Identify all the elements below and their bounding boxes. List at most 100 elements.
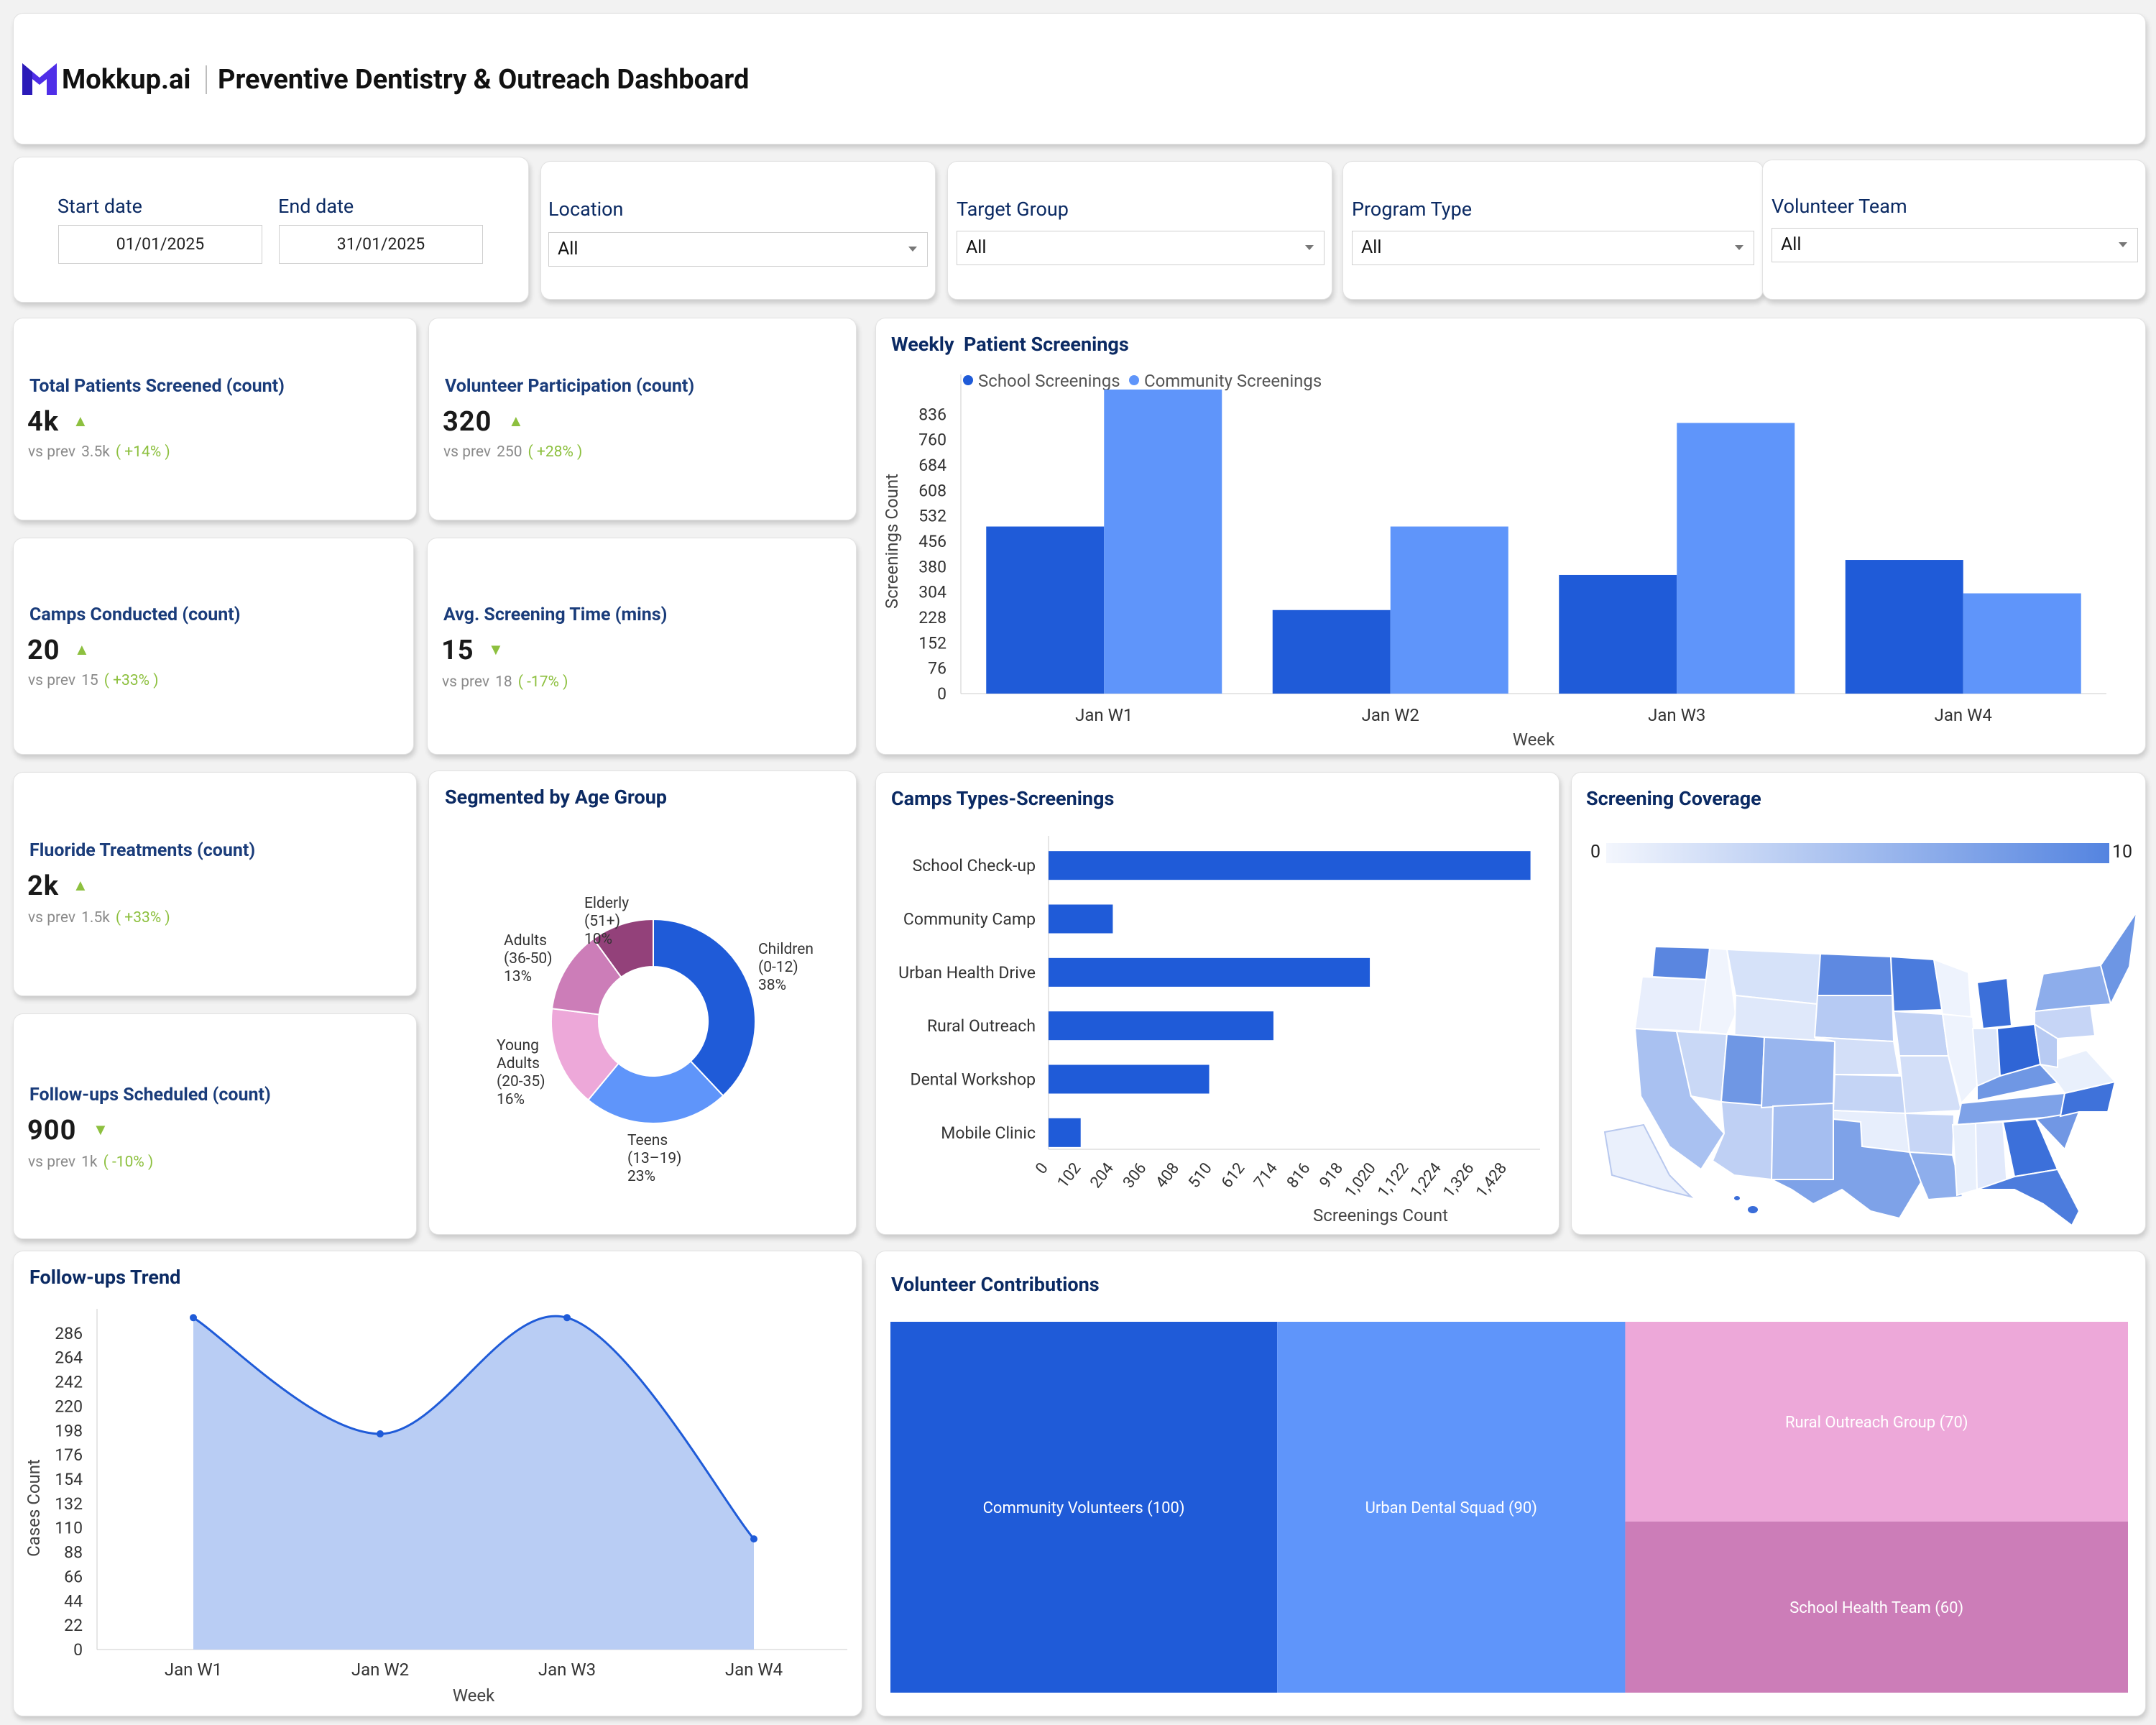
category-label: Mobile Clinic (941, 1123, 1036, 1143)
kpi-comparison: vs prev 1.5k( +33% ) (28, 909, 170, 926)
slice-label: (36-50) (504, 950, 553, 967)
y-tick-label: 176 (55, 1445, 83, 1465)
map-region-hawaii (1746, 1205, 1759, 1215)
kpi-label: Avg. Screening Time (mins) (443, 604, 668, 625)
target-group-select-value: All (966, 237, 987, 258)
map-region-illinois (1941, 1013, 1978, 1105)
map-region-north-dakota (1816, 952, 1894, 996)
x-tick-label: 510 (1185, 1159, 1216, 1192)
trend-down-icon: ▼ (93, 1121, 109, 1139)
start-date-input[interactable]: 01/01/2025 (58, 225, 262, 264)
kpi-label: Follow-ups Scheduled (count) (29, 1085, 271, 1105)
trend-up-icon: ▲ (508, 413, 524, 431)
map-region-new-mexico (1770, 1102, 1834, 1180)
weekly-screenings-chart: School Screenings Community Screenings 0 76… (882, 371, 2106, 750)
location-select-value: All (558, 239, 579, 259)
treemap-cell (890, 1322, 1278, 1693)
x-tick-label: 204 (1087, 1159, 1118, 1192)
map-region-mississippi (1951, 1122, 1978, 1197)
map-region-new-england (2099, 911, 2137, 1006)
x-tick-label: 714 (1250, 1159, 1281, 1192)
y-tick-label: 44 (64, 1591, 83, 1611)
x-tick-label: 408 (1153, 1159, 1184, 1192)
date-filter-card: Start date 01/01/2025 End date 31/01/202… (13, 157, 529, 303)
slice-label: 38% (758, 977, 786, 994)
kpi-label: Camps Conducted (count) (29, 604, 241, 625)
slice-label: 10% (584, 931, 612, 948)
trend-point (750, 1535, 757, 1543)
header-divider (206, 65, 207, 94)
kpi-card-camps-conducted: Camps Conducted (count) 20 ▲ vs prev 15( … (13, 538, 414, 755)
mokkup-logo-icon (22, 63, 57, 95)
bar-school (1845, 560, 1963, 694)
weekly-screenings-card: Weekly Patient Screenings School Screeni… (875, 318, 2146, 755)
treemap-label: School Health Team (60) (1789, 1599, 1963, 1617)
start-date-label: Start date (57, 195, 142, 218)
x-tick-label: Jan W4 (725, 1660, 783, 1680)
follow-ups-trend-card: Follow-ups Trend 0 22 44 66 88 110 132 154 176 19… (13, 1251, 862, 1716)
y-axis-title: Cases Count (24, 1459, 44, 1557)
follow-ups-trend-title: Follow-ups Trend (29, 1266, 181, 1289)
x-tick-label: 1,326 (1440, 1159, 1478, 1201)
kpi-comparison: vs prev 18( -17% ) (442, 673, 568, 691)
bar-community (1963, 593, 2081, 694)
kpi-card-volunteer-participation: Volunteer Participation (count) 320 ▲ vs… (428, 318, 857, 520)
program-type-filter-card: Program Type All (1342, 161, 1764, 300)
brand-name: Mokkup.ai (62, 64, 191, 96)
program-type-select[interactable]: All (1352, 231, 1754, 265)
y-tick-label: 0 (73, 1640, 83, 1660)
x-tick-label: 0 (1032, 1159, 1051, 1177)
kpi-label: Fluoride Treatments (count) (29, 840, 256, 861)
map-region-south-dakota (1813, 995, 1895, 1043)
end-date-input[interactable]: 31/01/2025 (279, 225, 483, 264)
bar-community (1390, 526, 1508, 694)
x-axis-title: Week (1513, 730, 1555, 750)
map-region-arkansas (1904, 1112, 1955, 1156)
end-date-label: End date (278, 195, 354, 218)
x-tick-label: Jan W2 (1362, 705, 1419, 725)
trend-up-icon: ▲ (74, 641, 90, 659)
category-label: Rural Outreach (927, 1016, 1036, 1036)
target-group-select[interactable]: All (957, 231, 1325, 265)
y-tick-label: 532 (918, 507, 946, 526)
weekly-screenings-title: Weekly Patient Screenings (891, 333, 1129, 356)
y-tick-label: 132 (55, 1494, 83, 1514)
map-region-washington (1651, 945, 1711, 981)
slice-label: (51+) (584, 913, 620, 930)
kpi-label: Total Patients Screened (count) (29, 376, 285, 397)
volunteer-contributions-treemap: Community Volunteers (100) Urban Dental S… (890, 1322, 2128, 1693)
location-select[interactable]: All (548, 232, 928, 267)
y-tick-label: 760 (918, 431, 946, 450)
screening-coverage-card: Screening Coverage 0 10 (1571, 772, 2146, 1235)
y-tick-label: 0 (937, 684, 946, 704)
slice-label: Adults (497, 1055, 540, 1072)
map-region-colorado (1760, 1036, 1836, 1109)
x-tick-label: 1,122 (1375, 1159, 1413, 1201)
map-region-kansas (1832, 1073, 1907, 1115)
donut-slice (587, 1059, 724, 1124)
camp-types-chart: School Check-up Community Camp Urban Healt… (898, 836, 1540, 1225)
trend-point (190, 1314, 197, 1322)
kpi-value: 20 (27, 635, 60, 666)
treemap-label: Community Volunteers (100) (983, 1499, 1185, 1517)
volunteer-team-select[interactable]: All (1772, 228, 2138, 262)
x-tick-label: 1,428 (1473, 1159, 1511, 1201)
bar-community (1104, 389, 1222, 694)
y-tick-label: 456 (918, 532, 946, 551)
camp-bar (1049, 1118, 1081, 1147)
chevron-down-icon (2119, 242, 2127, 247)
kpi-comparison: vs prev 1k( -10% ) (28, 1154, 154, 1171)
x-axis-title: Screenings Count (1313, 1205, 1448, 1225)
slice-label: Young (497, 1037, 539, 1054)
kpi-comparison: vs prev 3.5k( +14% ) (28, 443, 170, 461)
treemap-cell (1625, 1521, 2128, 1693)
trend-down-icon: ▼ (488, 641, 504, 659)
map-region-virginia (2039, 1049, 2116, 1095)
map-region-hawaii-islands (1733, 1195, 1741, 1202)
age-group-card: Segmented by Age Group Children (0-12) 38%… (428, 770, 857, 1235)
kpi-value: 2k (27, 870, 60, 902)
x-tick-label: Jan W3 (538, 1660, 596, 1680)
y-tick-label: 608 (918, 481, 946, 500)
slice-label: Children (758, 941, 814, 958)
treemap-label: Rural Outreach Group (70) (1785, 1414, 1968, 1432)
